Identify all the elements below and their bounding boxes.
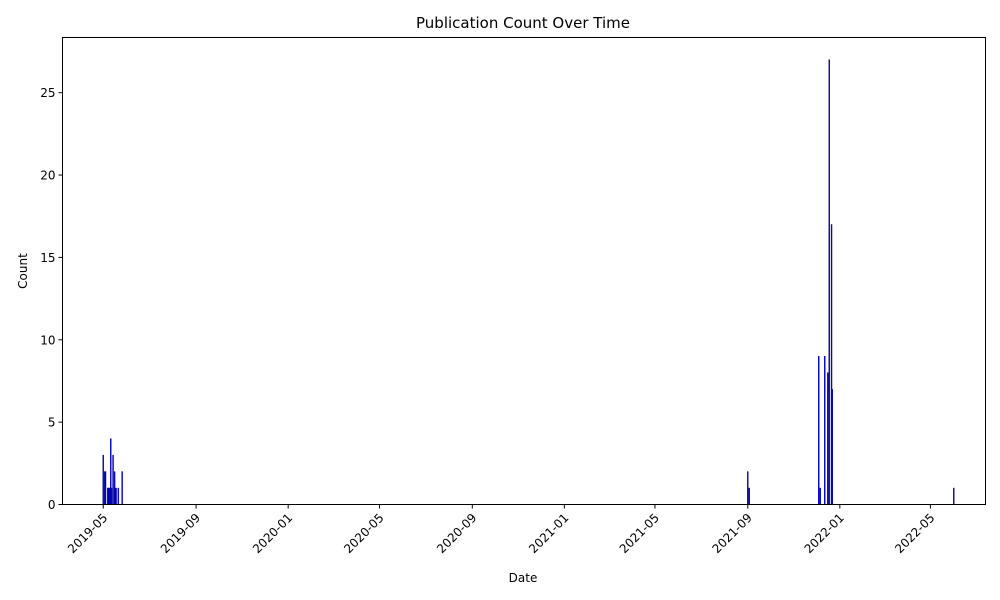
bar <box>102 454 104 505</box>
bar <box>748 487 750 505</box>
bar <box>121 471 123 505</box>
y-tick-label: 5 <box>48 416 56 430</box>
y-tick-label: 20 <box>40 169 55 183</box>
bar <box>115 487 117 505</box>
bar <box>112 454 114 505</box>
bar <box>818 356 820 505</box>
plot-area-frame <box>62 37 986 505</box>
x-axis-label: Date <box>509 571 538 585</box>
y-axis-ticks: 0 5 10 15 20 25 <box>40 86 63 512</box>
bars-group <box>102 59 955 505</box>
bar <box>110 487 113 505</box>
bar <box>117 487 120 505</box>
bar <box>827 372 829 505</box>
y-axis-label: Count <box>16 253 30 289</box>
chart-title: Publication Count Over Time <box>416 14 630 32</box>
y-tick-label: 10 <box>40 333 55 347</box>
y-tick-label: 0 <box>48 498 56 512</box>
y-tick-label: 15 <box>40 251 55 265</box>
bar <box>828 59 830 505</box>
bar <box>953 487 955 505</box>
bar <box>824 356 826 505</box>
bar <box>819 487 821 505</box>
bar <box>831 388 833 505</box>
bar <box>104 471 107 505</box>
y-tick-label: 25 <box>40 86 55 100</box>
bar <box>747 471 749 505</box>
